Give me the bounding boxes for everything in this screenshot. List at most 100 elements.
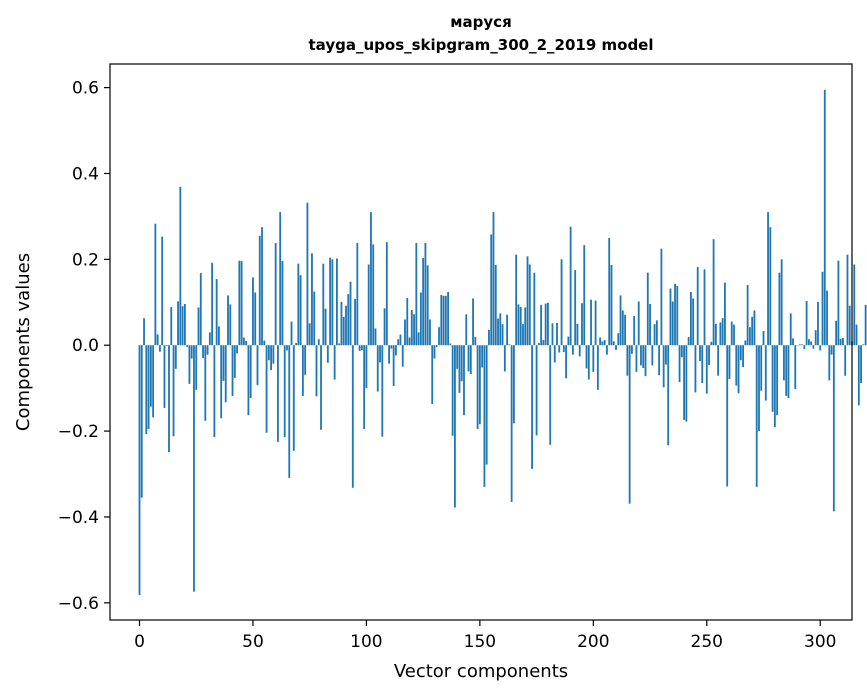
bar-component-16	[174, 345, 177, 369]
bar-component-222	[642, 345, 645, 368]
bar-component-273	[758, 345, 760, 432]
bar-component-249	[703, 269, 706, 346]
chart-subtitle: tayga_upos_skipgram_300_2_2019 model	[309, 36, 654, 54]
bar-component-196	[583, 245, 586, 346]
bar-component-46	[242, 337, 245, 346]
bar-component-17	[177, 301, 179, 346]
bar-component-259	[726, 345, 729, 487]
bar-component-210	[615, 345, 617, 350]
bar-component-258	[724, 282, 726, 346]
bar-component-159	[499, 313, 502, 346]
bar-component-72	[301, 345, 304, 396]
bar-component-170	[524, 307, 527, 346]
bar-component-189	[567, 336, 570, 346]
bar-component-59	[272, 345, 275, 364]
bar-component-211	[617, 333, 620, 346]
x-tick-label: 300	[804, 632, 836, 652]
y-tick-label: 0.0	[72, 336, 99, 356]
bar-component-124	[419, 292, 422, 346]
bar-component-80	[320, 345, 322, 430]
bar-component-0	[138, 345, 141, 596]
bar-component-148	[474, 337, 477, 346]
bar-component-8	[156, 334, 159, 346]
bar-component-268	[746, 285, 749, 346]
bar-component-206	[606, 345, 608, 355]
bar-component-138	[451, 345, 454, 436]
bar-component-285	[785, 345, 788, 396]
bar-component-1	[140, 345, 143, 498]
bar-component-163	[508, 344, 511, 346]
bar-component-168	[519, 307, 522, 346]
bar-component-182	[551, 323, 554, 346]
bar-component-106	[379, 345, 381, 363]
bar-component-188	[565, 345, 567, 379]
bar-component-156	[492, 212, 495, 346]
bar-component-89	[340, 301, 343, 346]
bar-component-28	[202, 345, 204, 359]
bar-component-10	[161, 236, 164, 346]
bar-component-269	[748, 327, 751, 346]
bar-component-97	[358, 345, 361, 351]
bar-component-68	[292, 345, 295, 451]
bar-component-23	[190, 345, 193, 359]
bar-component-284	[783, 345, 785, 381]
bar-component-102	[370, 212, 372, 346]
bar-component-181	[549, 345, 552, 445]
bar-component-78	[315, 345, 318, 397]
bar-component-164	[510, 345, 513, 502]
bar-component-232	[665, 345, 667, 365]
bar-component-245	[694, 345, 697, 393]
bar-component-172	[528, 264, 531, 346]
bar-component-20	[183, 304, 186, 346]
bar-component-302	[823, 89, 826, 346]
bar-component-116	[401, 345, 404, 367]
bar-component-125	[422, 258, 425, 346]
bar-component-300	[819, 345, 822, 351]
bar-component-298	[814, 330, 817, 346]
bar-component-286	[787, 345, 790, 399]
bar-component-45	[240, 261, 243, 346]
bar-component-291	[798, 344, 801, 346]
y-tick-label: 0.6	[72, 79, 99, 99]
bar-component-308	[837, 260, 840, 346]
bar-component-96	[356, 243, 359, 346]
bar-component-187	[562, 345, 565, 353]
bar-component-204	[601, 341, 604, 346]
bar-component-275	[762, 331, 765, 346]
bar-component-81	[322, 263, 325, 346]
bar-component-30	[206, 345, 209, 355]
bar-component-169	[522, 324, 524, 346]
bar-component-283	[780, 259, 783, 346]
bar-component-101	[367, 264, 370, 346]
bar-component-42	[233, 345, 236, 378]
bar-component-54	[261, 227, 263, 346]
bar-component-94	[351, 345, 354, 488]
y-axis-ticks: −0.6 −0.4 −0.2 0.0 0.2 0.4 0.6	[58, 79, 110, 614]
bar-component-29	[204, 345, 207, 421]
bar-component-9	[159, 345, 161, 352]
bar-component-231	[662, 345, 665, 388]
bar-component-217	[630, 345, 633, 354]
bar-component-277	[767, 212, 769, 346]
bar-component-87	[336, 258, 338, 346]
bar-component-165	[512, 345, 515, 424]
bar-component-56	[265, 345, 268, 433]
x-tick-label: 0	[134, 632, 145, 652]
bar-component-35	[218, 326, 220, 346]
bar-component-162	[506, 314, 509, 346]
bar-component-71	[299, 275, 302, 346]
bar-component-155	[490, 234, 493, 346]
bar-component-127	[426, 265, 429, 346]
bar-component-139	[454, 345, 456, 508]
bar-component-199	[590, 299, 592, 346]
bar-component-109	[385, 242, 388, 346]
bar-component-133	[440, 294, 443, 346]
bar-component-180	[547, 302, 549, 346]
y-tick-label: −0.2	[58, 422, 99, 442]
bar-component-167	[517, 304, 520, 346]
bar-component-146	[469, 345, 472, 374]
bar-component-11	[163, 345, 166, 408]
bar-component-113	[395, 345, 397, 356]
bar-component-179	[544, 303, 547, 346]
